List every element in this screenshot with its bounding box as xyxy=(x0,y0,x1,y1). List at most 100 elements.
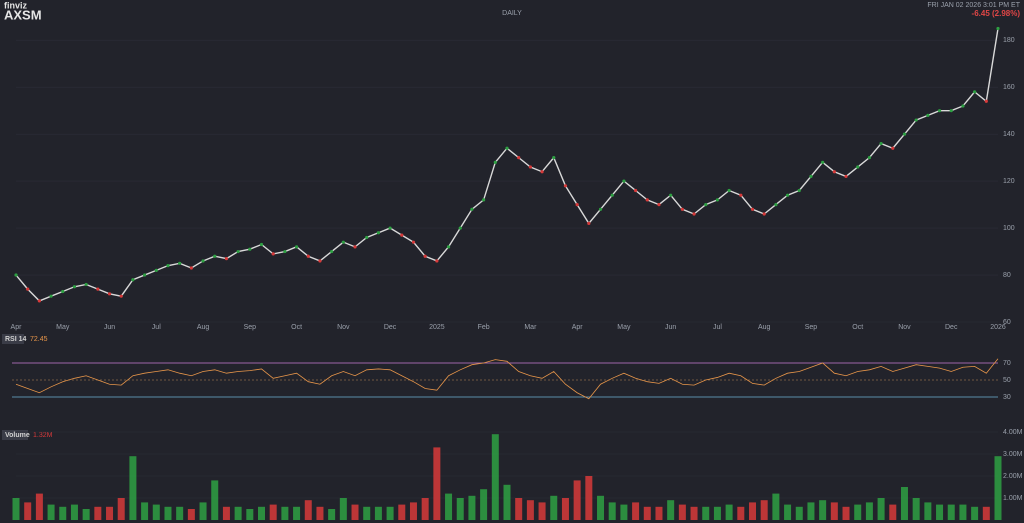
price-point xyxy=(189,266,193,270)
volume-bar xyxy=(971,506,979,520)
volume-bar xyxy=(655,506,663,520)
volume-bar xyxy=(585,476,593,520)
y-tick-label: 50 xyxy=(1003,377,1011,384)
volume-bar xyxy=(573,480,581,520)
price-point xyxy=(458,226,462,230)
price-line xyxy=(15,28,999,302)
volume-bar xyxy=(900,487,908,520)
x-tick-label: 2026 xyxy=(990,324,1006,331)
y-tick-label: 180 xyxy=(1003,37,1015,44)
price-point xyxy=(271,252,275,256)
volume-bar xyxy=(12,498,20,520)
volume-bar xyxy=(468,495,476,520)
price-point xyxy=(996,26,1000,31)
x-tick-label: Aug xyxy=(758,324,771,331)
price-point xyxy=(388,226,392,230)
price-point xyxy=(587,221,591,225)
price-point xyxy=(131,278,135,282)
price-point xyxy=(306,254,310,258)
volume-bar xyxy=(632,502,640,520)
price-point xyxy=(84,282,88,287)
price-point xyxy=(248,247,252,251)
volume-bar xyxy=(117,498,125,520)
y-tick-label: 70 xyxy=(1003,360,1011,367)
volume-bar xyxy=(526,500,534,520)
y-tick-label: 30 xyxy=(1003,394,1011,401)
x-tick-label: Nov xyxy=(337,324,350,331)
price-point xyxy=(224,257,229,261)
volume-bar xyxy=(211,480,219,520)
volume-bar xyxy=(737,506,745,520)
price-point xyxy=(330,249,334,254)
price-point xyxy=(49,294,53,298)
ticker: AXSM xyxy=(4,7,42,22)
rsi-line xyxy=(15,358,999,400)
price-point xyxy=(61,289,65,294)
volume-bar xyxy=(269,504,277,520)
y-tick-label: 160 xyxy=(1003,84,1015,91)
x-tick-label: May xyxy=(617,324,631,331)
volume-bar xyxy=(550,495,558,520)
price-point xyxy=(178,261,182,265)
volume-bar xyxy=(982,506,990,520)
volume-bar xyxy=(70,504,78,520)
price-point xyxy=(973,90,977,94)
volume-bar xyxy=(936,504,944,520)
price-point xyxy=(809,174,813,179)
volume-bar xyxy=(912,498,920,520)
volume-value: 1.32M xyxy=(33,432,53,439)
volume-bar xyxy=(959,504,967,520)
volume-bar xyxy=(421,498,429,520)
datetime: FRI JAN 02 2026 3:01 PM ET xyxy=(927,2,1020,9)
y-tick-label: 2.00M xyxy=(1003,473,1023,480)
x-tick-label: Jul xyxy=(152,324,161,331)
price-point xyxy=(867,156,872,160)
price-point xyxy=(341,240,345,244)
price-change: -6.45 (2.98%) xyxy=(972,9,1021,18)
volume-bar xyxy=(713,506,721,520)
volume-bar xyxy=(538,502,546,520)
price-point xyxy=(762,212,766,216)
volume-bar xyxy=(947,504,955,520)
x-tick-label: Nov xyxy=(898,324,911,331)
volume-bar xyxy=(749,502,756,520)
price-point xyxy=(259,242,264,247)
volume-bar xyxy=(304,500,312,520)
price-point xyxy=(937,109,942,113)
price-point xyxy=(72,285,77,289)
volume-bar xyxy=(597,495,605,520)
price-point xyxy=(657,202,661,207)
price-point xyxy=(821,160,825,164)
volume-bar xyxy=(889,504,897,520)
y-tick-label: 100 xyxy=(1003,225,1015,232)
price-point xyxy=(879,141,883,146)
volume-bar xyxy=(667,500,675,520)
volume-bar xyxy=(246,509,254,520)
price-point xyxy=(891,146,895,150)
volume-bar xyxy=(433,447,441,520)
volume-bar xyxy=(480,489,488,520)
price-point xyxy=(844,174,848,179)
volume-bar xyxy=(830,502,838,520)
volume-bar xyxy=(994,456,1002,520)
price-point xyxy=(727,188,731,193)
price-point xyxy=(598,207,603,211)
price-point xyxy=(166,264,170,268)
price-point xyxy=(119,294,123,298)
price-point xyxy=(482,198,486,202)
y-tick-label: 4.00M xyxy=(1003,429,1023,436)
rsi-title: RSI 14 xyxy=(5,336,27,343)
price-point xyxy=(692,212,696,216)
volume-bar xyxy=(456,498,464,520)
x-tick-label: Apr xyxy=(11,324,23,331)
price-point xyxy=(832,170,836,174)
x-tick-label: 2025 xyxy=(429,324,445,331)
price-point xyxy=(505,146,509,150)
volume-bar xyxy=(258,506,265,520)
volume-bar xyxy=(702,506,710,520)
volume-bar xyxy=(328,509,336,520)
volume-bar xyxy=(924,502,932,520)
volume-bar xyxy=(842,506,850,520)
volume-bar xyxy=(561,498,569,520)
volume-bar xyxy=(690,506,698,520)
